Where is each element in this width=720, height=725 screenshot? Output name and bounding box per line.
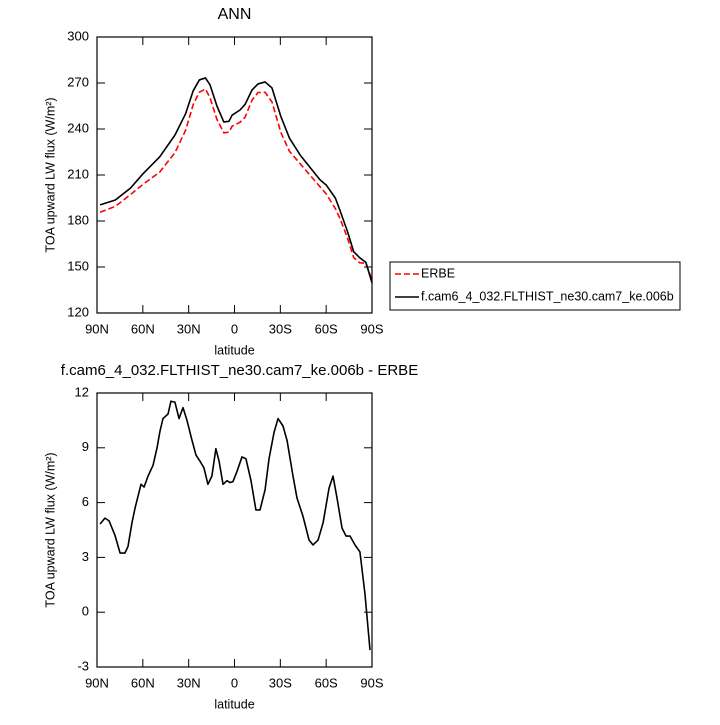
legend-label: f.cam6_4_032.FLTHIST_ne30.cam7_ke.006b xyxy=(421,289,674,303)
x-tick-label: 30S xyxy=(269,321,292,336)
series-line xyxy=(99,400,371,651)
x-tick-label: 30N xyxy=(177,675,201,690)
y-tick-label: 0 xyxy=(82,604,89,619)
y-tick-label: 300 xyxy=(67,28,89,43)
x-axis-label: latitude xyxy=(214,343,254,357)
y-tick-label: 270 xyxy=(67,74,89,89)
x-tick-label: 60N xyxy=(131,675,155,690)
series-line xyxy=(99,77,373,284)
plot-frame xyxy=(96,36,373,314)
x-tick-label: 90N xyxy=(85,321,109,336)
y-tick-label: 6 xyxy=(82,494,89,509)
y-axis-label: TOA upward LW flux (W/m²) xyxy=(43,452,57,607)
y-axis-label: TOA upward LW flux (W/m²) xyxy=(43,97,57,252)
y-tick-label: 180 xyxy=(67,212,89,227)
chart-title: f.cam6_4_032.FLTHIST_ne30.cam7_ke.006b -… xyxy=(61,362,418,379)
legend-box xyxy=(389,261,681,311)
y-tick-label: 210 xyxy=(67,166,89,181)
chart-title: ANN xyxy=(218,6,252,23)
plot-frame xyxy=(96,392,373,668)
y-tick-label: -3 xyxy=(77,658,89,673)
y-tick-label: 150 xyxy=(67,258,89,273)
x-tick-label: 60N xyxy=(131,321,155,336)
x-tick-label: 90S xyxy=(360,321,383,336)
x-tick-label: 30N xyxy=(177,321,201,336)
legend-label: ERBE xyxy=(421,266,455,280)
y-tick-label: 12 xyxy=(75,384,89,399)
x-tick-label: 0 xyxy=(231,675,238,690)
y-tick-label: 240 xyxy=(67,120,89,135)
y-tick-label: 3 xyxy=(82,549,89,564)
series-line xyxy=(99,88,373,281)
x-tick-label: 60S xyxy=(315,675,338,690)
x-tick-label: 60S xyxy=(315,321,338,336)
y-tick-label: 9 xyxy=(82,439,89,454)
x-axis-label: latitude xyxy=(214,697,254,711)
x-tick-label: 0 xyxy=(231,321,238,336)
x-tick-label: 90N xyxy=(85,675,109,690)
x-tick-label: 30S xyxy=(269,675,292,690)
y-tick-label: 120 xyxy=(67,304,89,319)
x-tick-label: 90S xyxy=(360,675,383,690)
